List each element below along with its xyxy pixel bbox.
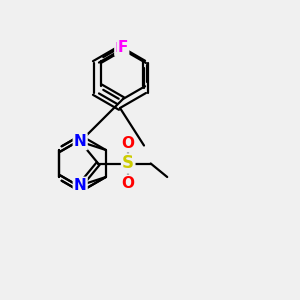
Text: F: F: [115, 41, 125, 55]
Text: S: S: [122, 154, 134, 172]
Text: F: F: [118, 40, 128, 56]
Text: N: N: [74, 134, 87, 149]
Text: O: O: [122, 136, 135, 152]
Text: O: O: [122, 176, 135, 190]
Text: N: N: [74, 178, 87, 193]
